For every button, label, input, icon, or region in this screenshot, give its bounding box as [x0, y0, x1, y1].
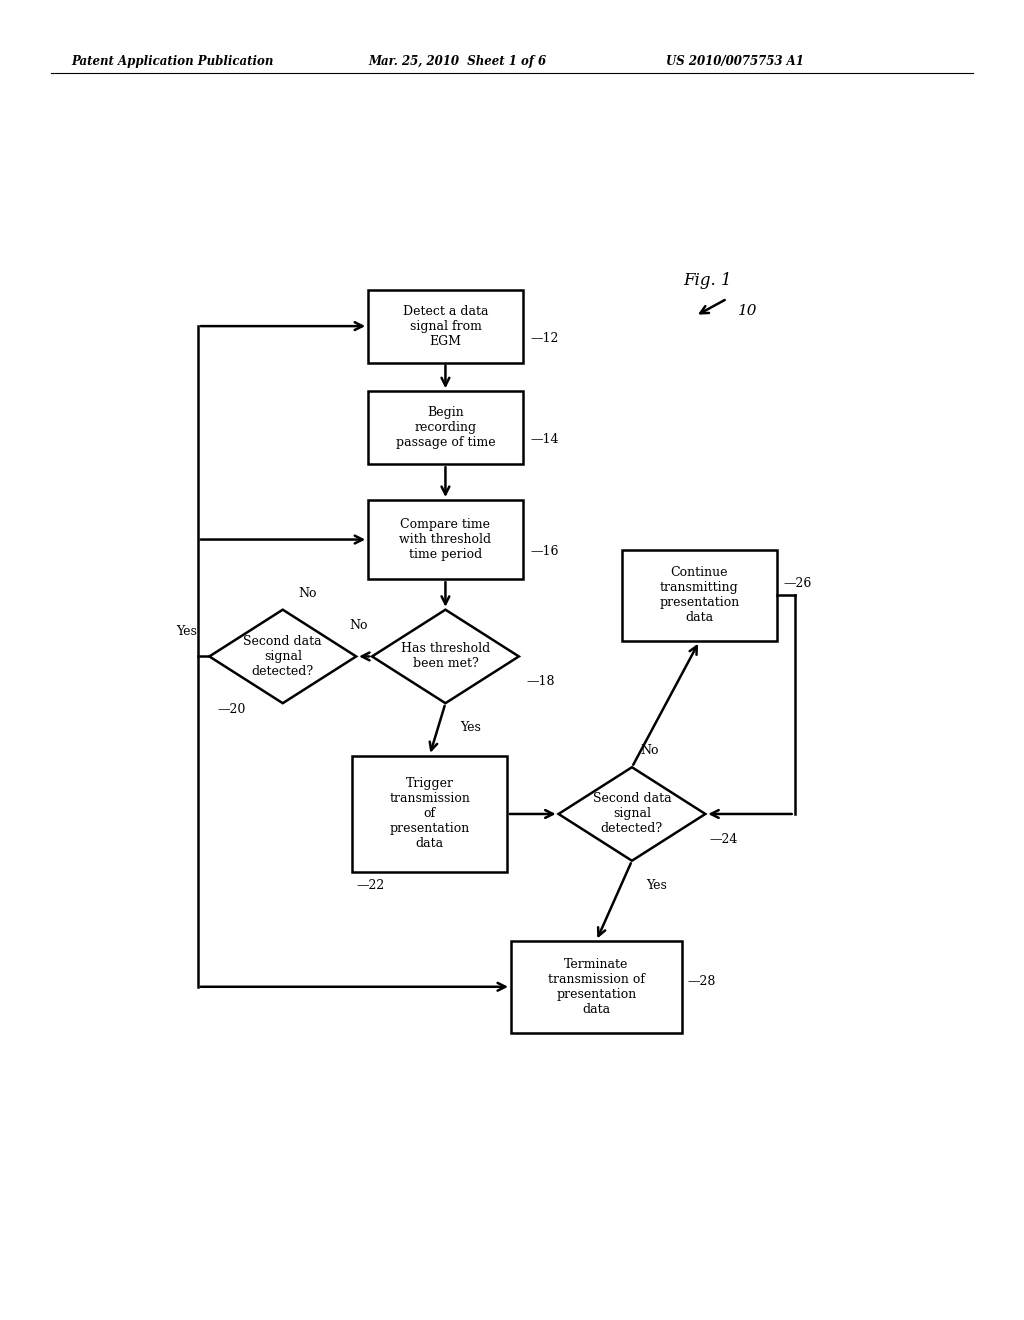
Text: —18: —18: [526, 676, 555, 688]
Polygon shape: [209, 610, 356, 704]
Text: Continue
transmitting
presentation
data: Continue transmitting presentation data: [659, 566, 739, 624]
Bar: [368, 391, 523, 465]
Bar: [352, 755, 507, 873]
Text: —28: —28: [688, 975, 716, 989]
Bar: [368, 500, 523, 579]
Text: —24: —24: [710, 833, 737, 846]
Text: Terminate
transmission of
presentation
data: Terminate transmission of presentation d…: [548, 958, 645, 1016]
Text: 10: 10: [737, 304, 757, 318]
Text: Begin
recording
passage of time: Begin recording passage of time: [395, 407, 496, 449]
Text: —26: —26: [783, 577, 811, 590]
Bar: [511, 941, 682, 1032]
Text: Trigger
transmission
of
presentation
data: Trigger transmission of presentation dat…: [389, 777, 470, 850]
Bar: [368, 289, 523, 363]
Text: —14: —14: [530, 433, 559, 446]
Polygon shape: [372, 610, 519, 704]
Text: Yes: Yes: [176, 624, 198, 638]
Text: US 2010/0075753 A1: US 2010/0075753 A1: [666, 55, 804, 69]
Text: Mar. 25, 2010  Sheet 1 of 6: Mar. 25, 2010 Sheet 1 of 6: [369, 55, 547, 69]
Text: No: No: [640, 744, 658, 758]
Text: Fig. 1: Fig. 1: [684, 272, 732, 289]
Text: Patent Application Publication: Patent Application Publication: [72, 55, 274, 69]
Text: Yes: Yes: [460, 722, 480, 734]
Text: Compare time
with threshold
time period: Compare time with threshold time period: [399, 517, 492, 561]
Text: —12: —12: [530, 331, 559, 345]
Text: No: No: [299, 586, 317, 599]
Text: Second data
signal
detected?: Second data signal detected?: [593, 792, 672, 836]
Text: Has threshold
been met?: Has threshold been met?: [400, 643, 490, 671]
Text: No: No: [349, 619, 368, 632]
Text: —22: —22: [356, 879, 384, 891]
Text: —20: —20: [217, 702, 246, 715]
Text: —16: —16: [530, 545, 559, 558]
Text: Second data
signal
detected?: Second data signal detected?: [244, 635, 323, 678]
Polygon shape: [558, 767, 706, 861]
Text: Detect a data
signal from
EGM: Detect a data signal from EGM: [402, 305, 488, 347]
Bar: [622, 549, 777, 642]
Text: Yes: Yes: [646, 879, 667, 892]
